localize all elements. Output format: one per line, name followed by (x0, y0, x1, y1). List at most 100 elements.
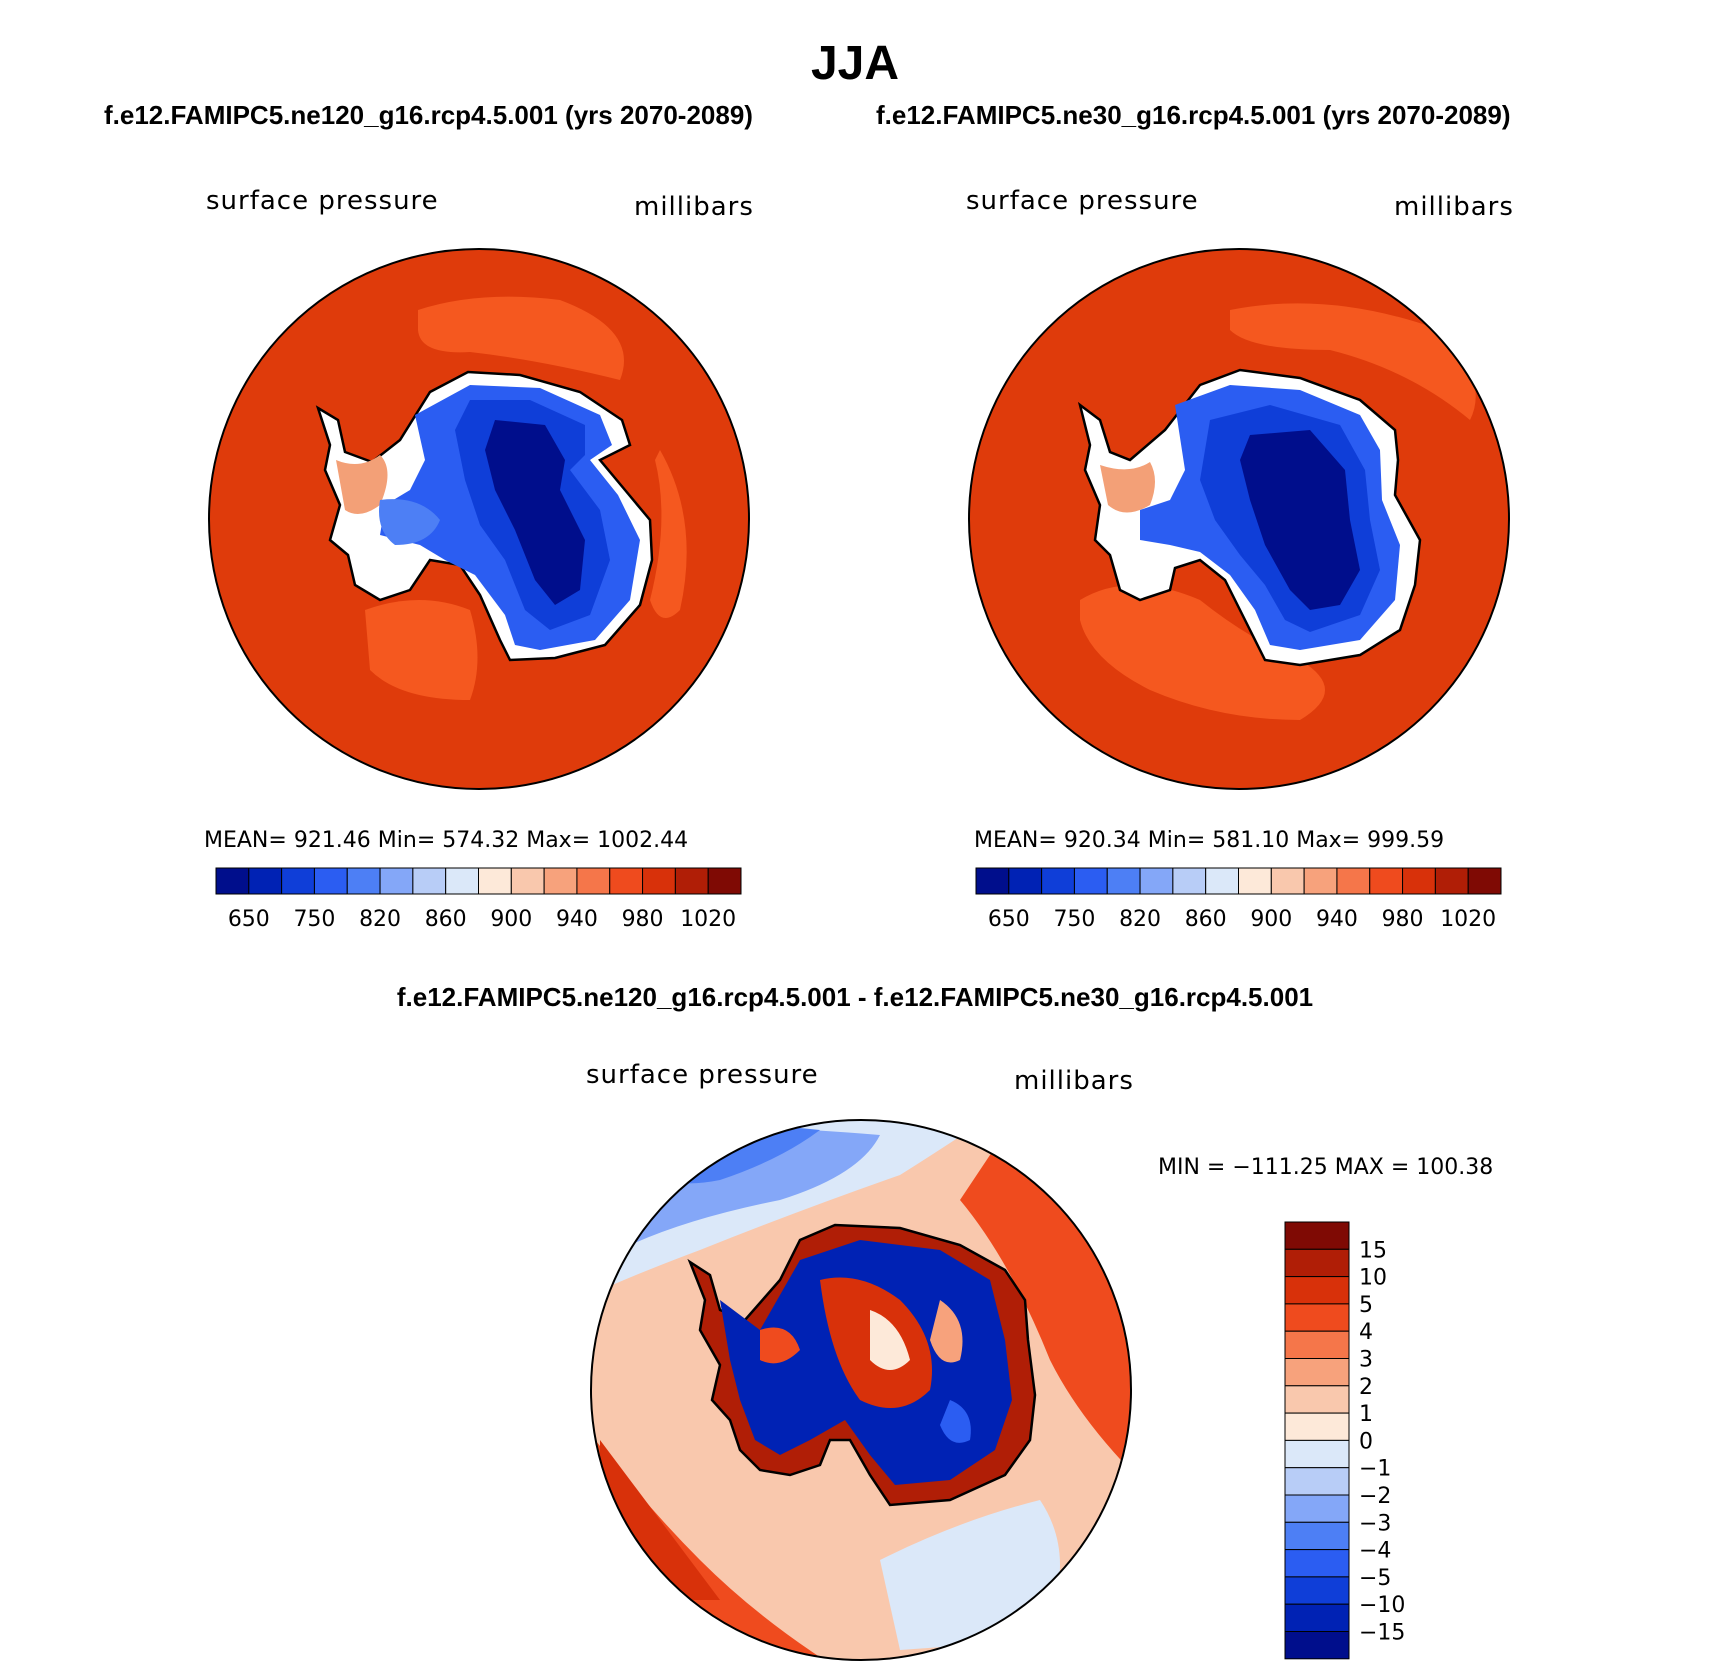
map-boundary (208, 248, 750, 790)
colorbar-swatch (1139, 867, 1174, 895)
peninsula-high (1100, 462, 1155, 513)
colorbar-tick-label: 820 (359, 907, 401, 932)
colorbar-swatch (1284, 1576, 1350, 1605)
minmax-label-diff: MIN = −111.25 MAX = 100.38 (1158, 1155, 1494, 1180)
map-difference (590, 1119, 1132, 1661)
low-band-southwest (365, 600, 478, 700)
low-band-north (1230, 303, 1476, 420)
colorbar-tick-label: 900 (1250, 907, 1292, 932)
negative-small-patch (940, 1400, 971, 1443)
colorbar-tick-label: 2 (1359, 1375, 1373, 1400)
colorbar-swatch (1402, 867, 1436, 895)
colorbar-swatch (576, 867, 611, 895)
variable-label-ne30: surface pressure (966, 186, 1199, 216)
colorbar-swatch (1008, 867, 1043, 895)
colorbar-tick-label: 650 (988, 907, 1030, 932)
colorbar-tick-label: −3 (1359, 1511, 1391, 1536)
colorbar-swatch (379, 867, 414, 895)
units-label-ne120: millibars (634, 192, 754, 222)
colorbar-tick-label: 980 (622, 907, 664, 932)
units-label-ne30: millibars (1394, 192, 1514, 222)
colorbar-swatch (1284, 1358, 1350, 1387)
colorbar-swatch (1172, 867, 1207, 895)
colorbar-swatch (1284, 1385, 1350, 1414)
plateau-core (1240, 430, 1360, 610)
colorbar-swatch (1284, 1276, 1350, 1305)
peninsula-high (336, 455, 388, 514)
colorbar-tick-label: 860 (1185, 907, 1227, 932)
colorbar-swatch (1284, 1439, 1350, 1469)
colorbar-swatch (478, 867, 512, 895)
colorbar-swatch (1284, 1330, 1350, 1359)
units-label-diff: millibars (1014, 1066, 1134, 1096)
colorbar-tick-label: −15 (1359, 1621, 1405, 1646)
colorbar-swatch (1369, 867, 1404, 895)
panel-title-ne30: f.e12.FAMIPC5.ne30_g16.rcp4.5.001 (yrs 2… (876, 100, 1511, 130)
near-zero-patch (870, 1310, 910, 1370)
colorbar-swatch (1284, 1303, 1350, 1332)
colorbar-tick-label: −10 (1359, 1593, 1405, 1618)
colorbar-ne30: 650 750 820 860 900 940 980 1020 (975, 867, 1502, 932)
colorbar-tick-label: 820 (1119, 907, 1161, 932)
colorbar-swatch (707, 867, 742, 895)
colorbar-swatch (215, 867, 250, 895)
colorbar-swatch (543, 867, 578, 895)
positive-small-patch (760, 1327, 800, 1364)
colorbar-swatch (975, 867, 1010, 895)
colorbar-tick-label: 750 (293, 907, 335, 932)
colorbar-swatch (1434, 867, 1469, 895)
colorbar-swatch (1073, 867, 1108, 895)
positive-band-east (960, 1140, 1131, 1480)
colorbar-tick-label: 1 (1359, 1402, 1373, 1427)
colorbar-tick-label: −2 (1359, 1484, 1391, 1509)
map-ne30 (968, 248, 1510, 790)
variable-label-ne120: surface pressure (206, 186, 439, 216)
colorbar-swatch (1284, 1221, 1350, 1250)
plateau-core (485, 420, 585, 605)
stats-ne120: MEAN= 921.46 Min= 574.32 Max= 1002.44 (204, 828, 689, 853)
map-boundary (590, 1119, 1132, 1661)
difference-title: f.e12.FAMIPC5.ne120_g16.rcp4.5.001 - f.e… (396, 982, 1314, 1012)
colorbar-tick-label: 4 (1359, 1320, 1373, 1345)
map-ne120 (208, 248, 750, 790)
colorbar-tick-label: 1020 (1440, 907, 1496, 932)
colorbar-swatch (1270, 867, 1305, 895)
colorbar-tick-label: 3 (1359, 1348, 1373, 1373)
colorbar-swatch (674, 867, 709, 895)
colorbar-swatch (412, 867, 447, 895)
colorbar-swatch (1284, 1603, 1350, 1632)
colorbar-swatch (445, 867, 479, 895)
colorbar-tick-label: −4 (1359, 1539, 1391, 1564)
colorbar-swatch (1284, 1412, 1350, 1441)
colorbar-swatch (281, 867, 315, 895)
low-band-north (418, 296, 624, 380)
colorbar-tick-label: 940 (556, 907, 598, 932)
figure-title: JJA (810, 37, 900, 90)
colorbar-tick-label: 860 (425, 907, 467, 932)
colorbar-tick-label: 650 (228, 907, 270, 932)
colorbar-swatch (1284, 1521, 1350, 1551)
colorbar-swatch (1303, 867, 1338, 895)
colorbar-tick-label: 5 (1359, 1293, 1373, 1318)
colorbar-tick-label: 0 (1359, 1429, 1373, 1454)
colorbar-swatch (248, 867, 283, 895)
colorbar-tick-label: −5 (1359, 1566, 1391, 1591)
colorbar-swatch (1284, 1549, 1350, 1578)
colorbar-swatch (1041, 867, 1075, 895)
colorbar-swatch (1106, 867, 1141, 895)
colorbar-swatch (1238, 867, 1272, 895)
colorbar-swatch (1284, 1494, 1350, 1523)
map-boundary (968, 248, 1510, 790)
colorbar-swatch (510, 867, 545, 895)
panel-title-ne120: f.e12.FAMIPC5.ne120_g16.rcp4.5.001 (yrs … (104, 100, 753, 130)
colorbar-swatch (1205, 867, 1239, 895)
variable-label-diff: surface pressure (586, 1060, 819, 1090)
colorbar-tick-label: 940 (1316, 907, 1358, 932)
colorbar-tick-label: −1 (1359, 1457, 1391, 1482)
colorbar-tick-label: 15 (1359, 1238, 1387, 1263)
colorbar-tick-label: 750 (1053, 907, 1095, 932)
colorbar-tick-label: 1020 (680, 907, 736, 932)
colorbar-tick-label: 980 (1382, 907, 1424, 932)
